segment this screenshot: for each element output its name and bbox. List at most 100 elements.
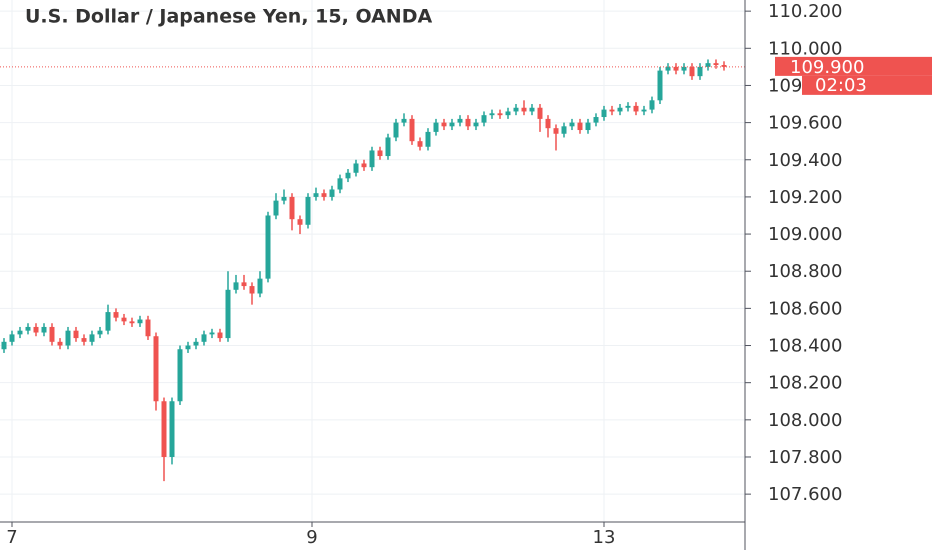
countdown-label: 02:03 <box>815 75 867 96</box>
y-tick-label: 110.000 <box>768 38 842 59</box>
candle-body <box>241 282 247 287</box>
candle-body <box>713 63 719 66</box>
y-tick-label: 108.000 <box>768 410 842 431</box>
candle-body <box>9 334 15 342</box>
candle-body <box>425 131 431 147</box>
candle-body <box>217 332 223 339</box>
candle-body <box>481 115 487 123</box>
candle-body <box>433 122 439 132</box>
candle-body <box>569 122 575 127</box>
candle-body <box>97 330 103 335</box>
candle-body <box>537 107 543 119</box>
candle-body <box>345 172 351 179</box>
last-price-label: 109.900 <box>790 57 864 78</box>
candle-body <box>249 286 255 294</box>
candle-body <box>281 196 287 201</box>
y-tick-label: 108.200 <box>768 373 842 394</box>
y-tick-label: 107.600 <box>768 484 842 505</box>
candle-body <box>17 330 23 335</box>
candle-body <box>665 66 671 71</box>
candle-body <box>105 312 111 331</box>
candle-body <box>265 215 271 279</box>
candle-body <box>129 321 135 324</box>
candle-body <box>377 150 383 157</box>
candle-body <box>177 349 183 402</box>
candle-body <box>681 66 687 71</box>
candle-body <box>489 113 495 116</box>
candle-body <box>161 401 167 457</box>
candle-body <box>361 163 367 168</box>
axis: 107.600 107.800 108.000 108.200 108.400 108.6… <box>6 1 932 548</box>
candle-body <box>401 118 407 123</box>
candle-body <box>137 319 143 324</box>
candle-body <box>193 341 199 346</box>
candle-body <box>145 319 151 337</box>
candle-body <box>225 289 231 339</box>
candle-body <box>625 105 631 108</box>
candle-body <box>721 65 727 67</box>
candle-body <box>417 141 423 147</box>
y-tick-label: 108.400 <box>768 336 842 357</box>
candle-body <box>257 278 263 294</box>
candle-body <box>121 317 127 322</box>
candle-body <box>153 336 159 402</box>
candle-body <box>273 200 279 216</box>
last-price-box <box>775 56 932 76</box>
candle-body <box>41 326 47 333</box>
candle-body <box>577 122 583 131</box>
candle-body <box>457 118 463 123</box>
candle-body <box>49 326 55 342</box>
candle-body <box>369 150 375 168</box>
candle-body <box>297 219 303 225</box>
y-tick-label: 109.000 <box>768 224 842 245</box>
y-tick-label: 108.800 <box>768 261 842 282</box>
y-tick-label: 108.600 <box>768 298 842 319</box>
y-tick-label: 109.600 <box>768 113 842 134</box>
chart-title: U.S. Dollar / Japanese Yen, 15, OANDA <box>25 6 432 28</box>
candle-body <box>113 312 119 318</box>
candle-body <box>673 66 679 71</box>
candle-body <box>633 105 639 112</box>
candle-body <box>73 330 79 339</box>
x-tick-label: 9 <box>306 527 317 548</box>
candle-body <box>529 107 535 112</box>
candle-body <box>689 66 695 77</box>
candles <box>0 59 745 482</box>
candle-body <box>385 137 391 157</box>
candle-body <box>25 326 31 331</box>
candle-body <box>305 196 311 225</box>
candle-body <box>57 341 63 346</box>
candle-body <box>353 163 359 173</box>
candle-body <box>329 189 335 197</box>
candle-body <box>321 193 327 197</box>
grid <box>0 0 745 522</box>
candle-body <box>705 63 711 67</box>
candle-body <box>201 334 207 342</box>
candle-body <box>465 118 471 127</box>
candle-body <box>617 107 623 112</box>
y-tick-label: 110.200 <box>768 1 842 22</box>
candle-body <box>505 111 511 116</box>
candle-body <box>33 326 39 333</box>
candle-body <box>649 100 655 110</box>
candle-body <box>697 66 703 77</box>
candle-body <box>449 122 455 127</box>
candle-body <box>409 118 415 142</box>
candle-body <box>441 122 447 127</box>
candle-body <box>641 109 647 112</box>
candle-body <box>289 196 295 220</box>
candle-body <box>593 117 599 123</box>
candle-body <box>609 109 615 112</box>
x-tick-label: 7 <box>6 527 17 548</box>
candle-body <box>513 107 519 112</box>
y-tick-label: 109.400 <box>768 150 842 171</box>
y-tick-label: 107.800 <box>768 447 842 468</box>
candle-body <box>169 401 175 457</box>
candle-body <box>553 128 559 134</box>
candle-body <box>313 193 319 197</box>
candle-body <box>393 122 399 138</box>
candle-body <box>497 113 503 116</box>
x-tick-label: 13 <box>593 527 616 548</box>
candle-body <box>585 122 591 131</box>
